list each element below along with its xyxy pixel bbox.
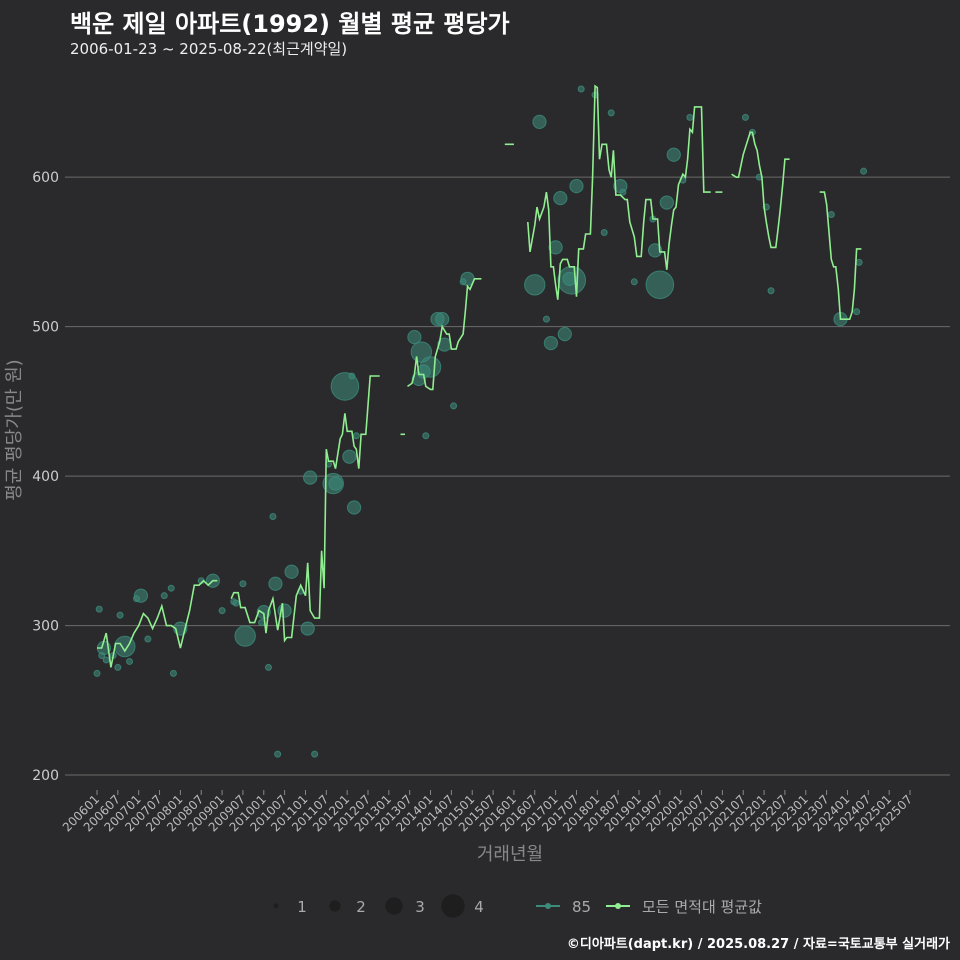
bubble-point [741, 113, 749, 121]
legend-size-label: 2 [356, 898, 366, 916]
y-tick-label: 200 [32, 768, 59, 784]
bubble-point [827, 211, 835, 219]
bubble-point [860, 167, 868, 175]
footer-credit: ©디아파트(dapt.kr) / 2025.08.27 / 자료=국토교통부 실… [566, 937, 950, 952]
bubble-point [686, 113, 694, 121]
bubble-point [330, 372, 360, 401]
average-line-segment [230, 375, 380, 643]
legend-swatch-average-dot [615, 903, 621, 909]
bubble-point [348, 372, 356, 380]
bubble-point [116, 611, 124, 619]
bubble-point [347, 500, 362, 515]
x-tick-labels: 2006012006072007012007072008012008072009… [60, 790, 915, 835]
bubble-point [93, 669, 101, 677]
bubble-point [239, 580, 247, 588]
bubble-point [853, 308, 861, 316]
bubble-point [569, 179, 584, 194]
legend-size-key [329, 900, 341, 912]
bubble-point [607, 109, 615, 117]
y-tick-label: 500 [32, 320, 59, 336]
bubble-point [126, 657, 134, 665]
bubble-point [114, 663, 122, 671]
bubble-point [234, 625, 256, 647]
bubble-point [619, 188, 627, 196]
bubble-point [311, 750, 319, 758]
y-axis-label: 평균 평당가(만 원) [4, 359, 25, 500]
bubble-point [169, 669, 177, 677]
bubble-point [450, 402, 458, 410]
legend-size-label: 3 [415, 898, 425, 916]
legend-size-key [441, 894, 465, 918]
legend-size-label: 4 [474, 898, 484, 916]
bubble-point [543, 335, 558, 351]
bubble-series [93, 85, 868, 758]
bubble-point [557, 265, 587, 295]
bubble-point [328, 476, 343, 491]
bubble-point [435, 312, 450, 327]
bubble-point [269, 512, 277, 520]
bubble-point [666, 147, 681, 162]
bubble-point [542, 315, 550, 323]
bubble-point [264, 663, 272, 671]
chart-title: 백운 제일 아파트(1992) 월별 평균 평당가 [70, 10, 510, 38]
bubble-point [577, 85, 585, 93]
bubble-point [600, 228, 608, 236]
bubble-point [133, 588, 149, 603]
bubble-point [284, 564, 299, 579]
legend-size-key [273, 903, 279, 909]
bubble-point [524, 274, 546, 296]
bubble-point [342, 449, 357, 464]
bubble-point [144, 635, 152, 643]
bubble-point [645, 270, 675, 300]
average-line-segment [407, 278, 482, 391]
bubble-point [352, 432, 360, 440]
legend-size-key [385, 897, 403, 915]
legend-label-average: 모든 면적대 평균값 [642, 898, 762, 916]
bubble-point [767, 287, 775, 295]
chart-subtitle: 2006-01-23 ~ 2025-08-22(최근계약일) [70, 40, 348, 58]
bubble-point [553, 190, 568, 206]
y-tick-label: 300 [32, 619, 59, 635]
x-axis-label: 거래년월 [477, 844, 543, 865]
bubble-point [855, 258, 863, 266]
bubble-point [422, 432, 430, 440]
legend-swatch-85-dot [545, 903, 551, 909]
bubble-point [274, 750, 282, 758]
bubble-point [160, 592, 168, 600]
bubble-point [300, 621, 315, 636]
bubble-point [557, 327, 572, 342]
average-line-segment [819, 191, 862, 320]
bubble-point [648, 243, 663, 258]
bubble-point [102, 656, 110, 664]
y-tick-labels: 200 300 400 500 600 [32, 170, 59, 784]
bubble-point [167, 584, 175, 592]
bubble-point [268, 576, 283, 591]
legend-label-85: 85 [572, 898, 591, 916]
legend: 1 2 3 4 85 모든 면적대 평균값 [273, 894, 762, 918]
average-line-segment [97, 579, 218, 668]
bubble-point [218, 607, 226, 615]
average-line-segment [527, 84, 711, 300]
bubble-point [232, 599, 240, 607]
bubble-point [303, 470, 318, 485]
average-line-segment [731, 131, 790, 249]
average-line-series [97, 84, 862, 668]
bubble-point [630, 278, 638, 286]
bubble-point [532, 114, 547, 129]
y-tick-label: 600 [32, 170, 59, 186]
bubble-point [659, 195, 674, 210]
bubble-point [548, 240, 563, 255]
legend-size-label: 1 [297, 898, 307, 916]
bubble-point [258, 619, 266, 627]
bubble-point [95, 605, 103, 613]
y-tick-label: 400 [32, 469, 59, 485]
grid-lines [65, 176, 950, 776]
bubble-point [407, 329, 422, 345]
